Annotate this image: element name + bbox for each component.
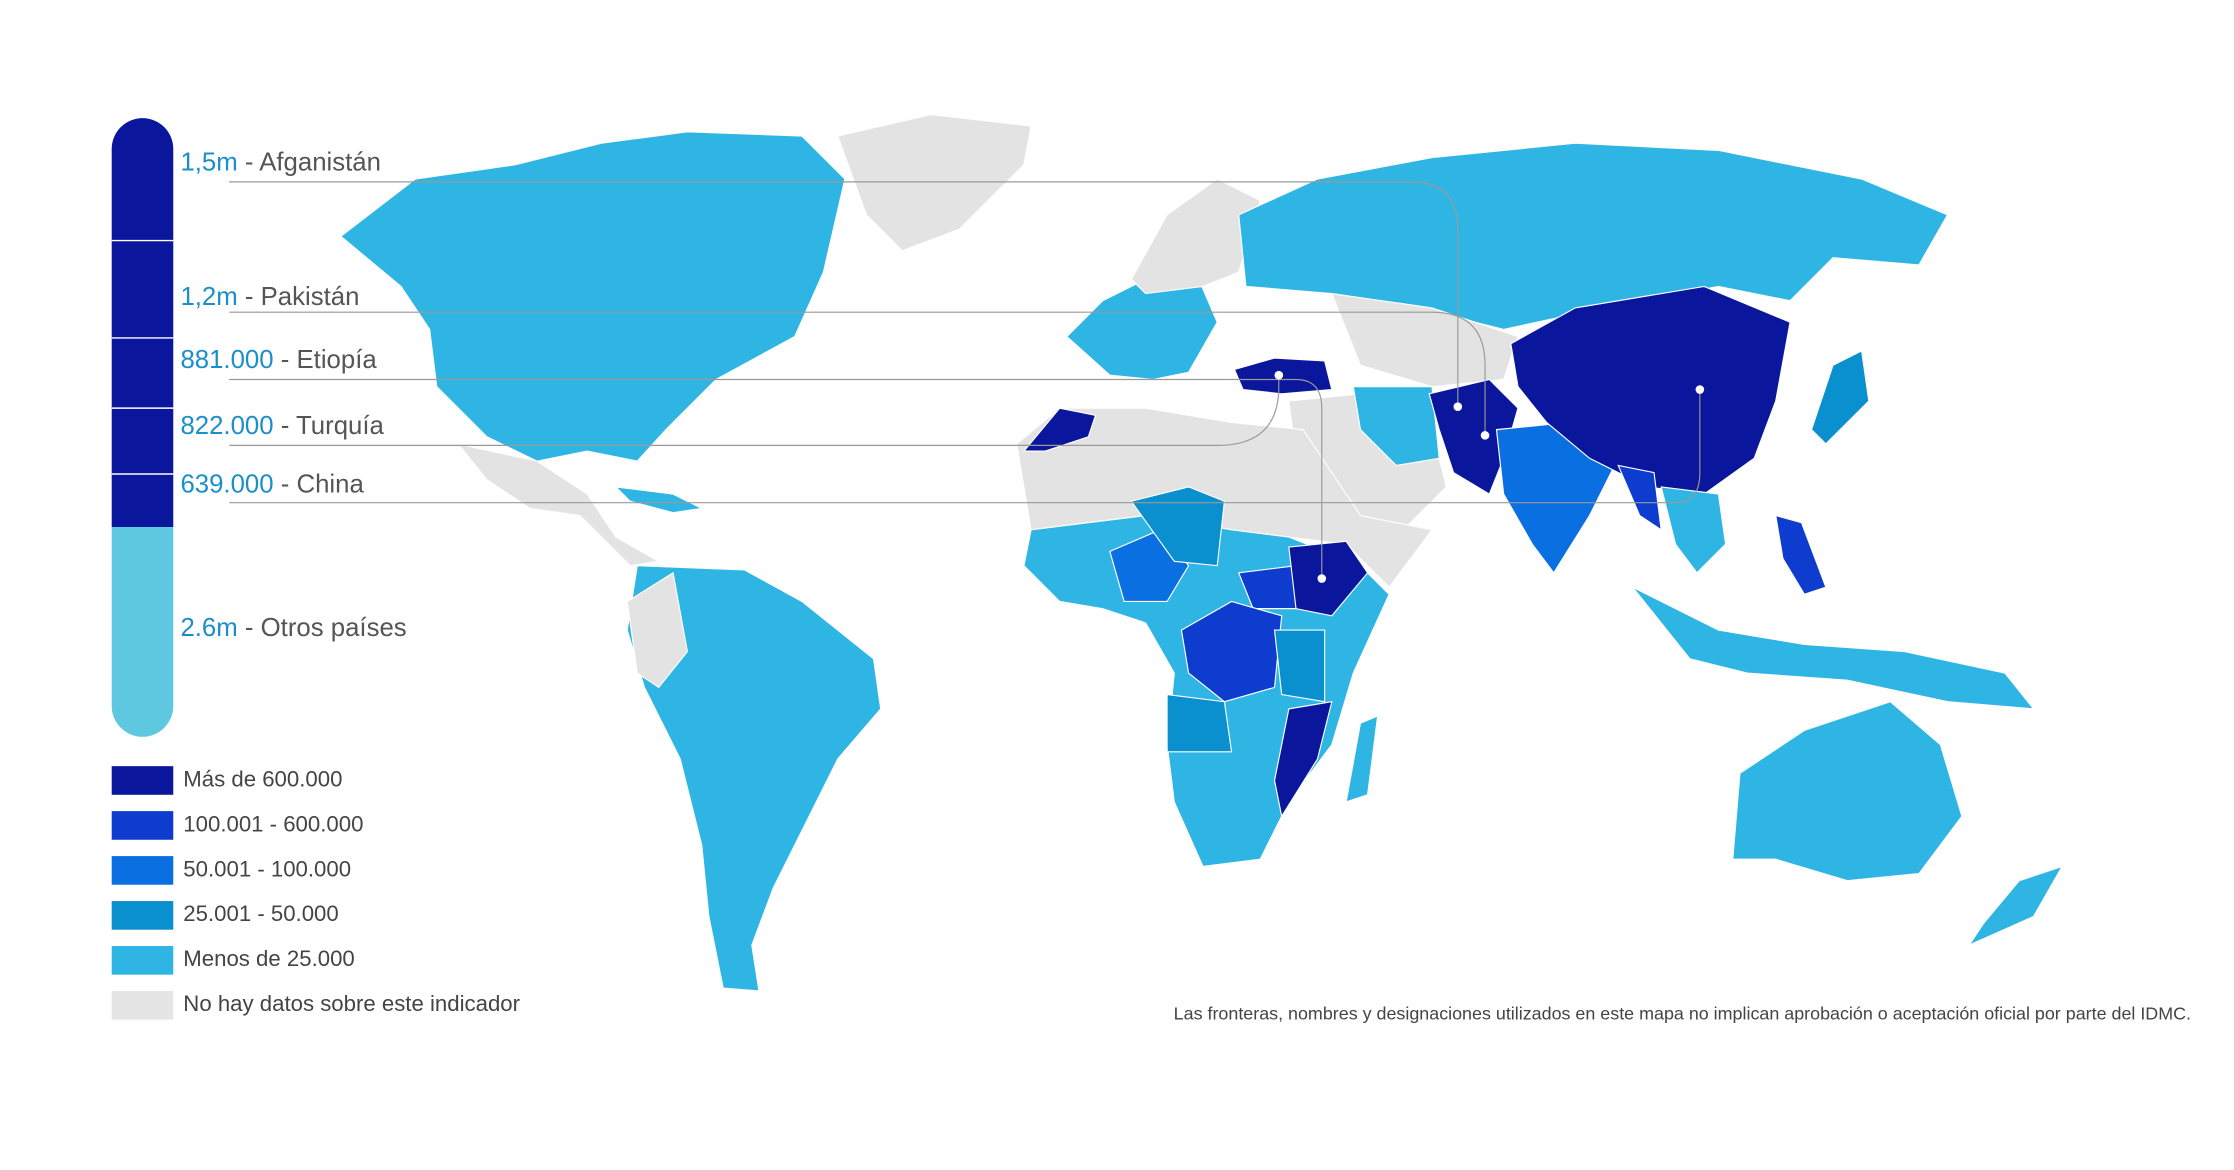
location-dot [1480, 431, 1490, 440]
leader-line [229, 311, 1486, 436]
legend-label: 100.001 - 600.000 [183, 811, 363, 836]
central-asia [1330, 292, 1519, 388]
south-america [626, 565, 882, 992]
highlight-value: 2.6m [180, 614, 237, 642]
philippines [1775, 514, 1827, 595]
morocco [1022, 407, 1097, 452]
madagascar [1345, 715, 1379, 803]
indonesia [1632, 586, 2035, 710]
highlight-value: 1,2m [180, 283, 237, 311]
south-america-nodata [626, 571, 688, 689]
central-america [456, 443, 661, 567]
north-america [339, 131, 846, 462]
legend-swatch [111, 990, 174, 1020]
china [1510, 285, 1791, 495]
mozambique [1273, 701, 1333, 818]
highlight-name: - Etiopía [281, 346, 378, 374]
legend-label: Más de 600.000 [183, 766, 342, 791]
afghanistan-pakistan [1428, 378, 1519, 495]
myanmar [1617, 464, 1662, 532]
legend: Más de 600.000 100.001 - 600.000 50.001 - … [111, 766, 521, 1020]
iran [1352, 386, 1440, 467]
southeast-asia [1660, 486, 1727, 574]
turkey [1233, 357, 1333, 395]
highlight-value: 822.000 [180, 412, 273, 440]
legend-swatch [111, 901, 174, 930]
highlight-value: 881.000 [180, 346, 273, 374]
leader-lines [229, 181, 1705, 583]
legend-swatch [111, 856, 174, 885]
location-dot [1695, 385, 1705, 394]
legend-swatch [111, 811, 174, 840]
highlight-label: 822.000 - Turquía [180, 412, 384, 440]
highlight-name: - Afganistán [245, 148, 381, 176]
highlight-name: - Turquía [281, 412, 385, 440]
legend-swatch [111, 766, 174, 795]
disclaimer: Las fronteras, nombres y designaciones u… [1174, 1004, 2191, 1024]
highlight-name: - Pakistán [245, 283, 360, 311]
bar-segment [111, 118, 174, 528]
location-dot [1274, 370, 1284, 380]
location-dot [1317, 574, 1327, 583]
highlight-name: - China [281, 471, 365, 499]
bar-segment [111, 527, 174, 737]
angola [1166, 693, 1233, 753]
leader-line [229, 375, 1280, 446]
tanzania [1273, 629, 1326, 703]
highlight-labels: 1,5m - Afganistán 1,2m - Pakistán 881.000 - E… [180, 148, 406, 641]
legend-swatch [111, 946, 174, 975]
legend-label: No hay datos sobre este indicador [183, 991, 520, 1016]
leader-line [229, 378, 1323, 579]
total-bar [111, 118, 174, 737]
location-dot [1453, 402, 1463, 412]
highlight-label: 1,5m - Afganistán [180, 148, 381, 176]
japan [1810, 349, 1870, 445]
world-map [339, 113, 2064, 992]
leader-line [229, 181, 1459, 407]
highlight-label: 1,2m - Pakistán [180, 283, 359, 311]
highlight-label: 881.000 - Etiopía [180, 346, 377, 374]
legend-label: 25.001 - 50.000 [183, 901, 338, 926]
niger-chad [1130, 486, 1226, 567]
legend-label: Menos de 25.000 [183, 946, 354, 971]
legend-label: 50.001 - 100.000 [183, 856, 351, 881]
caribbean [614, 486, 704, 514]
highlight-value: 1,5m [180, 148, 237, 176]
drc [1180, 600, 1283, 703]
ethiopia [1288, 540, 1369, 617]
greenland [836, 113, 1032, 252]
highlight-value: 639.000 [180, 471, 273, 499]
europe [1066, 271, 1218, 381]
highlight-label: 639.000 - China [180, 471, 364, 499]
highlight-label: 2.6m - Otros países [180, 614, 406, 642]
highlight-name: - Otros países [245, 614, 407, 642]
new-zealand [1967, 865, 2064, 947]
australia [1732, 701, 1963, 882]
leader-line [229, 389, 1701, 504]
